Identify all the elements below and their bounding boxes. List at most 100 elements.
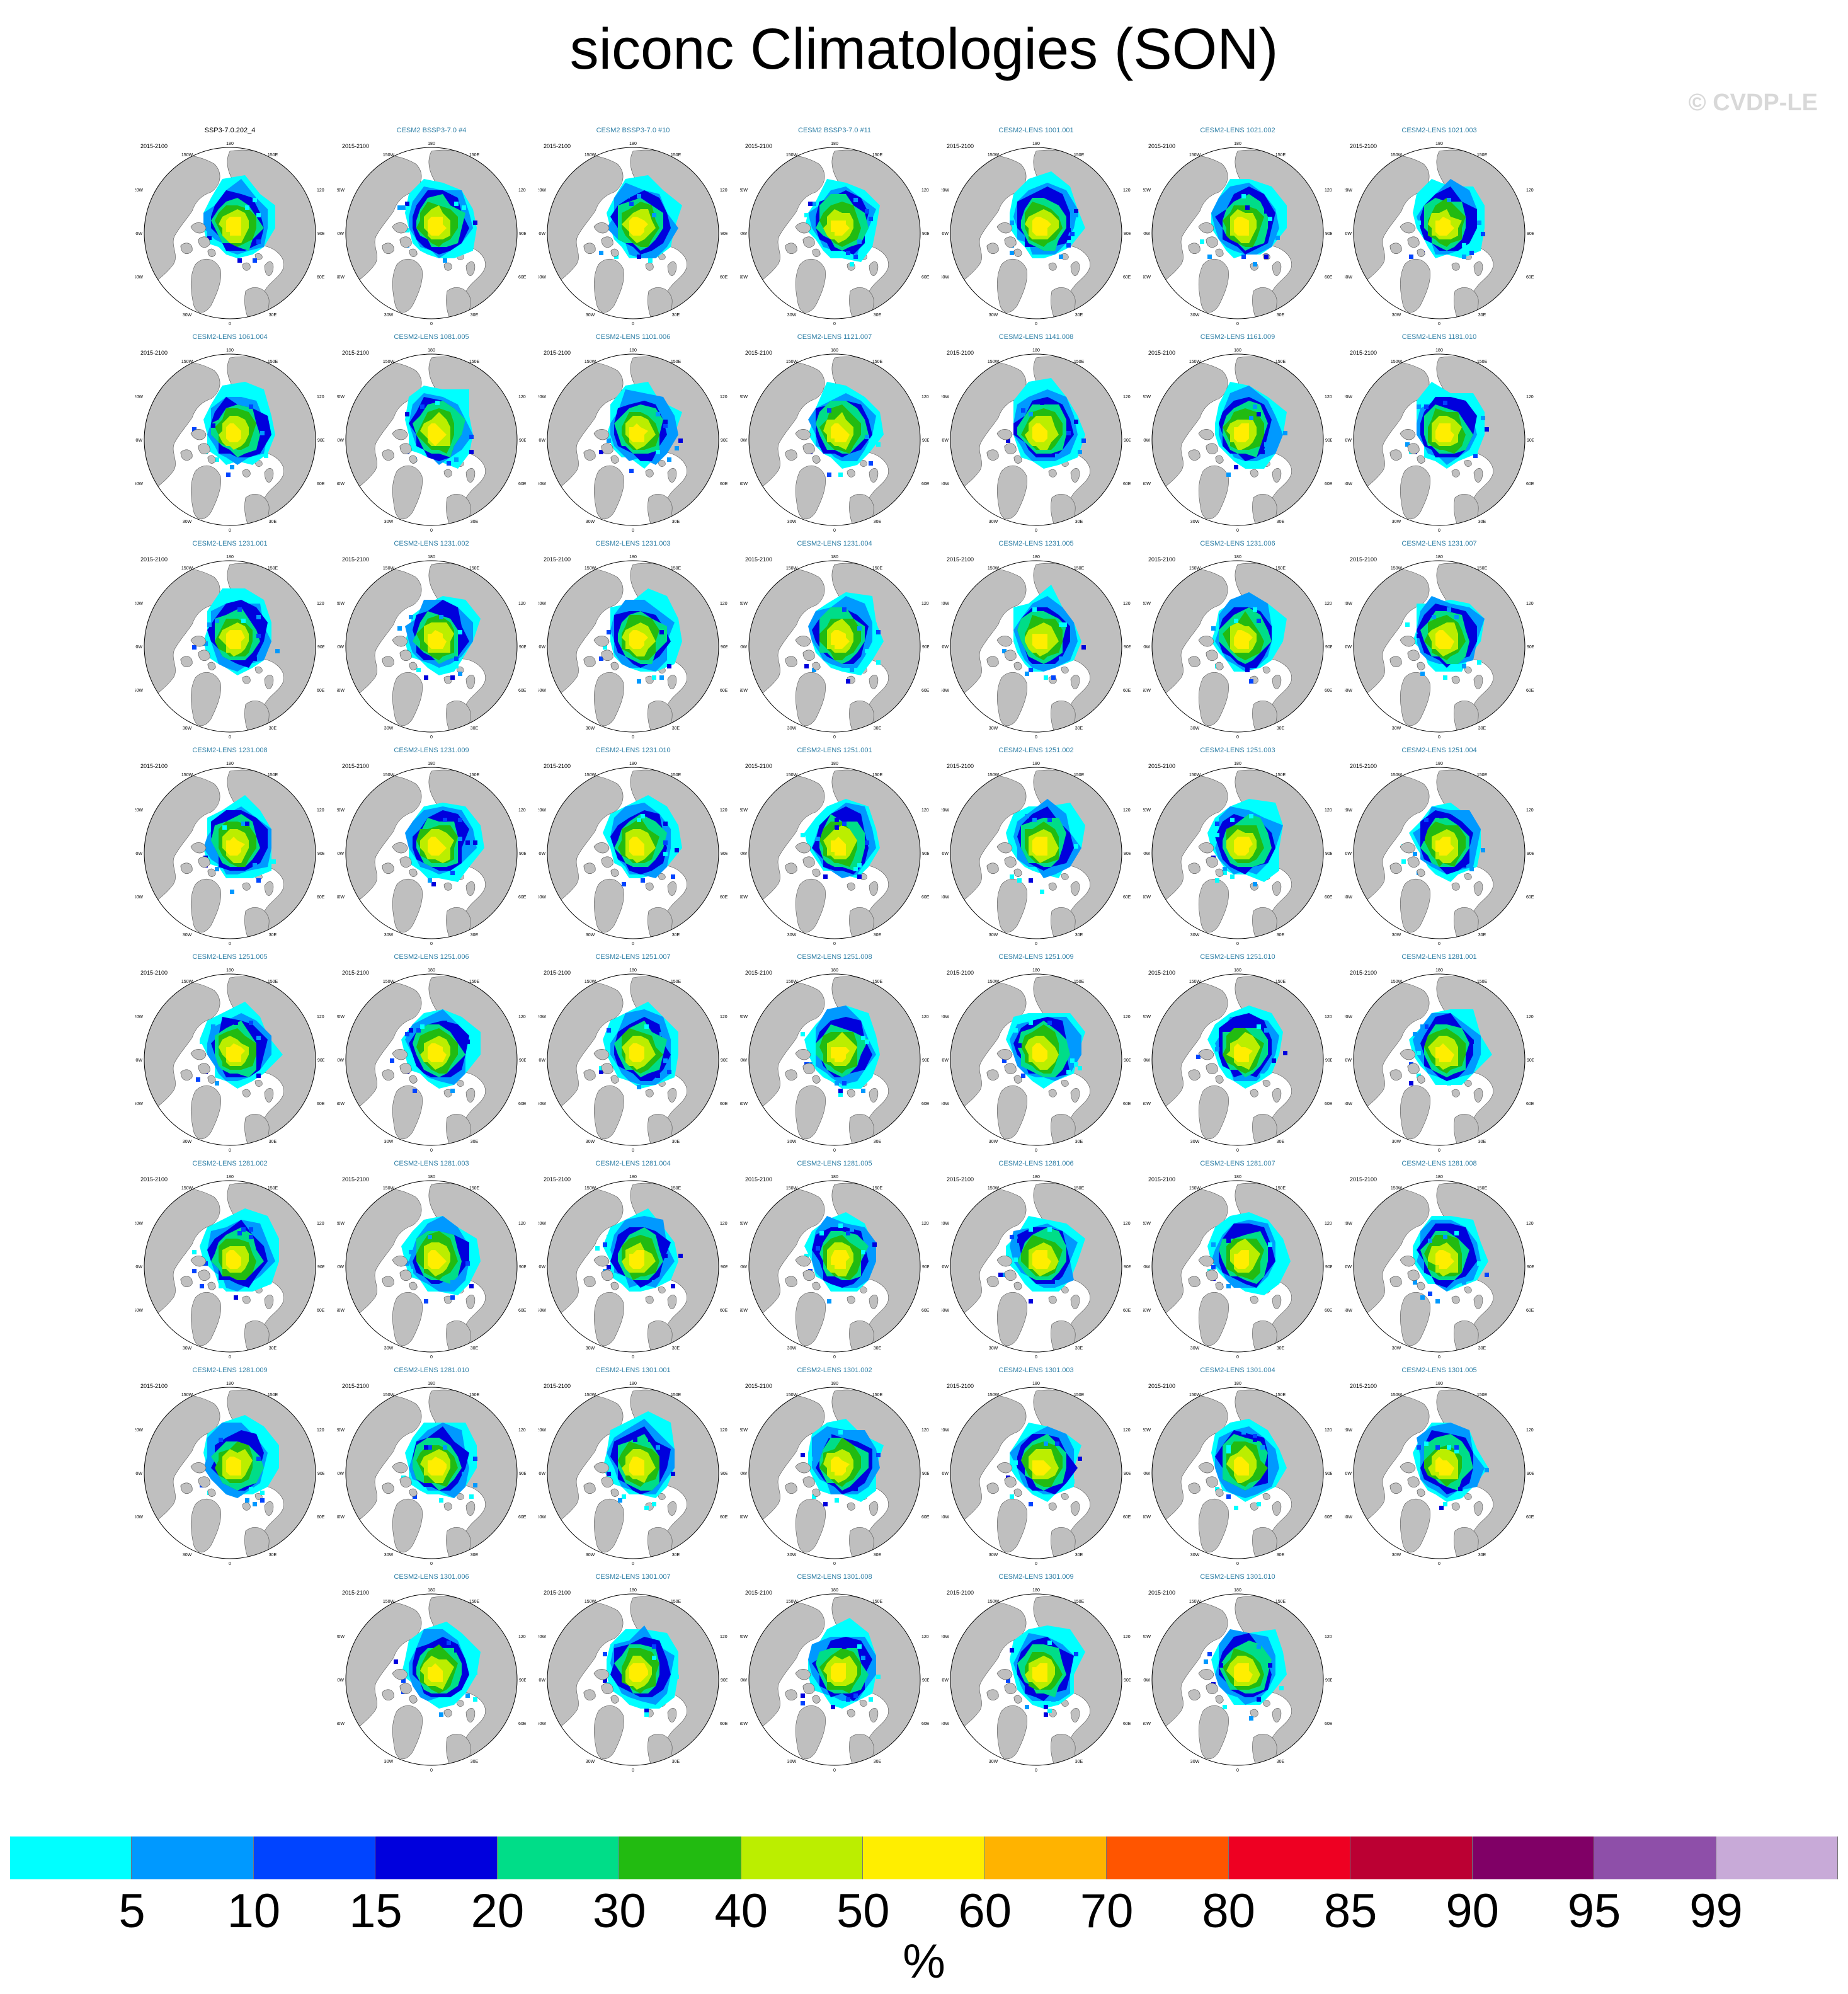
map-panel: CESM2-LENS 1231.010 2015-2100 180 0 150W 150E… [539,746,727,948]
panel-period: 2015-2100 [342,763,370,769]
longitude-label: 180 [831,348,838,353]
land-mass [1400,1498,1430,1553]
longitude-label: 150W [786,1600,798,1604]
polar-map: 180 0 150W 150E 120W 120E 90W 90E 60W 60E 30W 30E [539,968,727,1153]
panel-period: 2015-2100 [1148,143,1176,149]
land-mass [244,287,270,319]
land-mass [547,360,624,503]
colorbar-swatch [10,1836,132,1879]
longitude-label: 0 [632,735,634,740]
land-mass [1473,468,1483,483]
land-mass [647,701,673,732]
longitude-label: 30W [787,933,797,937]
longitude-label: 150E [671,1393,682,1397]
longitude-label: 90W [539,438,545,443]
colorbar-labels: 5 10 15 20 30 40 50 60 70 80 85 90 95 99 [10,1884,1838,1940]
polar-map: 180 0 150W 150E 120W 120E 90W 90E 60W 60E 30W 30E [740,762,929,946]
longitude-label: 180 [1234,555,1241,559]
land-mass [443,1709,452,1717]
longitude-label: 30E [269,1346,277,1351]
longitude-label: 150W [181,360,193,364]
longitude-label: 150W [786,360,798,364]
map-boundary [748,973,921,1146]
longitude-label: 180 [1435,1382,1443,1386]
longitude-label: 60E [518,1722,526,1726]
longitude-label: 120E [720,1015,727,1019]
polar-map: 180 0 150W 150E 120W 120E 90W 90E 60W 60E 30W 30E [135,142,324,326]
polar-map: 180 0 150W 150E 120W 120E 90W 90E 60W 60E 30W 30E [337,1382,526,1566]
land-mass [847,469,855,478]
longitude-label: 150W [786,153,798,158]
colorbar-tick-label: 15 [349,1884,402,1938]
polar-map: 180 0 150W 150E 120W 120E 90W 90E 60W 60E 30W 30E [135,555,324,740]
longitude-label: 150E [872,773,883,777]
longitude-label: 120E [1325,1015,1332,1019]
longitude-label: 120W [337,395,345,399]
longitude-label: 0 [229,1149,231,1153]
land-mass [244,701,270,732]
map-boundary [748,1180,921,1353]
longitude-label: 60E [921,275,929,280]
panel-title: CESM2-LENS 1231.003 [595,540,671,547]
map-panel: CESM2-LENS 1231.006 2015-2100 180 0 150W 150E… [1143,539,1332,741]
longitude-label: 90E [1527,1265,1534,1269]
land-mass [667,1501,677,1516]
longitude-label: 150W [585,1393,596,1397]
panel-title: CESM2-LENS 1021.003 [1401,127,1477,134]
polar-map: 180 0 150W 150E 120W 120E 90W 90E 60W 60E 30W 30E [539,762,727,946]
longitude-label: 120E [1325,395,1332,399]
longitude-label: 0 [1236,529,1239,533]
longitude-label: 90E [922,645,929,650]
longitude-label: 30E [1075,313,1083,318]
longitude-label: 120W [337,1635,345,1639]
sea-ice-field [1401,803,1485,882]
land-mass [1272,261,1282,276]
longitude-label: 30E [471,1760,479,1764]
longitude-label: 150W [1189,773,1201,777]
map-panel: CESM2-LENS 1301.008 2015-2100 180 0 150W 150E… [740,1573,929,1774]
longitude-label: 180 [428,968,435,973]
longitude-label: 150E [1275,1393,1286,1397]
land-mass [346,1187,422,1330]
sea-ice-field [1200,1212,1291,1295]
map-panel: SSP3-7.0.202_42015-21001800150W150E120W1… [135,126,324,328]
longitude-label: 30E [1478,1140,1486,1144]
land-mass [950,154,1027,297]
longitude-label: 120W [1345,1222,1352,1226]
land-mass [242,469,251,478]
panel-period: 2015-2100 [947,350,974,356]
longitude-label: 90W [1345,852,1352,856]
longitude-label: 90E [1325,1678,1332,1683]
sea-ice-field [599,382,683,473]
longitude-label: 30W [384,1140,394,1144]
land-mass [849,287,874,319]
longitude-label: 60W [539,895,546,900]
land-mass [647,1527,673,1559]
land-mass [1354,360,1430,503]
polar-map: 180 0 150W 150E 120W 120E 90W 90E 60W 60E 30W 30E [337,1588,526,1773]
panel-period: 2015-2100 [947,1176,974,1183]
longitude-label: 60W [740,1309,748,1313]
longitude-label: 90E [1124,438,1131,443]
panel-period: 2015-2100 [947,143,974,149]
map-panel: CESM2-LENS 1281.007 2015-2100 180 0 150W 150E… [1143,1159,1332,1361]
longitude-label: 150E [469,360,480,364]
colorbar-tick-label: 10 [227,1884,281,1938]
land-mass [1051,287,1076,319]
longitude-label: 0 [833,529,836,533]
longitude-label: 150W [1189,360,1201,364]
longitude-label: 120W [135,1015,143,1019]
longitude-label: 120E [1123,188,1131,193]
longitude-label: 30E [874,933,882,937]
longitude-label: 30E [1075,1346,1083,1351]
longitude-label: 150W [1189,566,1201,571]
land-mass [264,1088,274,1103]
land-mass [1272,675,1282,689]
land-mass [443,1089,452,1097]
land-mass [869,1501,879,1516]
longitude-label: 150W [988,773,1000,777]
land-mass [443,469,452,478]
longitude-label: 150E [1074,1393,1085,1397]
longitude-label: 30W [787,1140,797,1144]
longitude-label: 180 [1032,1175,1040,1179]
